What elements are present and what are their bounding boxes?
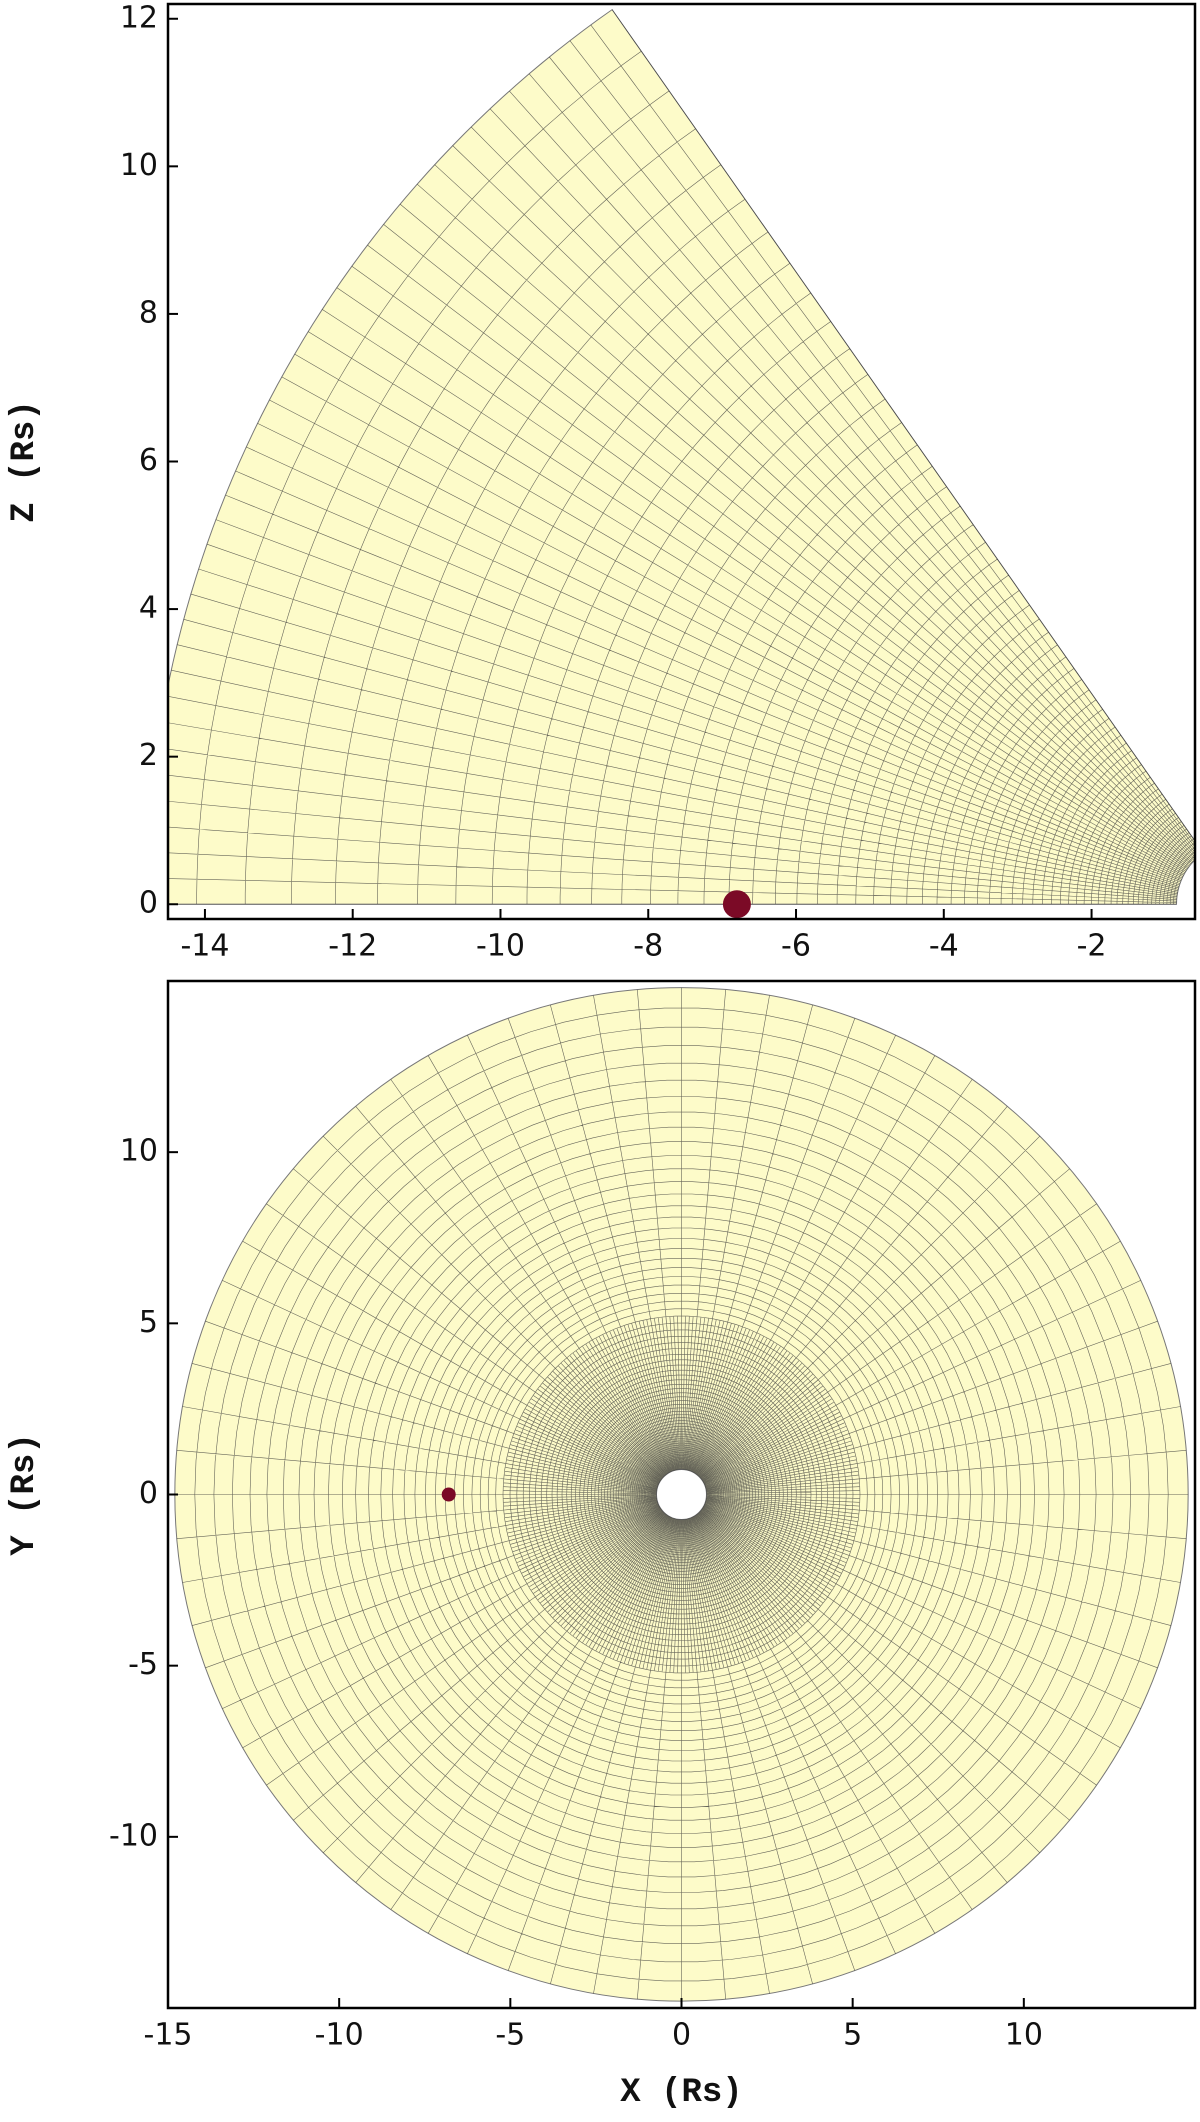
x-tick-label: 5	[843, 2018, 862, 2053]
x-tick-label: -14	[180, 929, 229, 964]
y-tick-label: 8	[139, 295, 158, 330]
y-axis-label: Z (Rs)	[6, 400, 44, 522]
plot-area	[175, 988, 1188, 2002]
y-tick-label: -5	[128, 1647, 158, 1682]
mesh-lines	[174, 987, 1189, 2002]
mesh-domain	[168, 8, 1195, 905]
x-tick-label: -6	[781, 929, 811, 964]
mesh-lines	[168, 9, 1195, 905]
y-axis-label: Y (Rs)	[6, 1433, 44, 1555]
y-tick-label: 0	[139, 1476, 158, 1511]
y-tick-label: 0	[139, 886, 158, 921]
y-tick-label: -10	[109, 1818, 158, 1853]
y-tick-label: 6	[139, 443, 158, 478]
x-tick-label: -12	[328, 929, 377, 964]
x-tick-label: 10	[1005, 2018, 1043, 2053]
x-tick-label: -10	[476, 929, 525, 964]
y-tick-label: 10	[120, 148, 158, 183]
x-tick-label: -8	[633, 929, 663, 964]
x-tick-label: -10	[315, 2018, 364, 2053]
point	[722, 890, 751, 919]
x-tick-label: -15	[144, 2018, 193, 2053]
x-tick-label: -2	[1077, 929, 1107, 964]
y-tick-label: 2	[139, 738, 158, 773]
y-tick-label: 10	[120, 1134, 158, 1169]
x-tick-label: 0	[672, 2018, 691, 2053]
x-tick-label: -5	[495, 2018, 525, 2053]
y-tick-label: 4	[139, 591, 158, 626]
x-tick-label: -4	[929, 929, 959, 964]
y-tick-label: 5	[139, 1305, 158, 1340]
point	[441, 1487, 456, 1502]
x-axis-label: X (Rs)	[620, 2074, 742, 2112]
plot-area	[168, 8, 1195, 919]
y-tick-label: 12	[120, 0, 158, 35]
